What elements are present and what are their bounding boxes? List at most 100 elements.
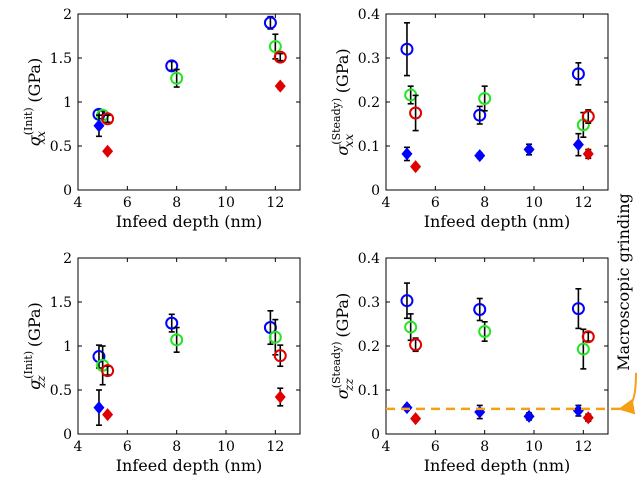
y-axis-label: σ(Steady)xx (GPa)	[330, 48, 356, 155]
plot-frame	[77, 13, 301, 191]
data-point-circle	[101, 364, 115, 378]
series-red-diamond	[410, 411, 594, 426]
y-label-superscript: (Init)	[22, 107, 35, 135]
data-point-circle	[170, 333, 184, 347]
data-point-circle	[478, 91, 492, 105]
chart-panel-4: 4 6 8 10 12 0 0.1 0.2 0.3 0.4 Infeed depth (nm) σ(S…	[330, 251, 628, 475]
data-point-diamond	[102, 408, 114, 422]
data-point-diamond	[582, 147, 594, 161]
data-point-diamond	[582, 411, 594, 425]
chart-panel-1: 4 6 8 10 12 0 0.5 1 1.5 2 Infeed depth (nm) σ(Init)…	[22, 7, 301, 231]
x-tick-label: 4	[382, 439, 391, 455]
y-label-unit: (GPa)	[333, 48, 352, 98]
x-tick-label: 10	[217, 439, 235, 455]
y-label-symbol: σ	[25, 134, 44, 146]
x-tick-label: 12	[574, 195, 592, 211]
y-label-unit: (GPa)	[333, 293, 352, 343]
y-label-symbol: σ	[25, 378, 44, 390]
plot-frame	[385, 257, 609, 435]
series-red-circle	[101, 50, 287, 126]
y-tick-label: 0.3	[358, 51, 380, 67]
x-tick-label: 10	[525, 195, 543, 211]
x-tick-label: 6	[431, 439, 440, 455]
y-tick-label: 2	[63, 7, 72, 23]
series-green-circle	[404, 313, 590, 370]
data-point-circle	[273, 349, 287, 363]
series-red-circle	[409, 94, 595, 132]
y-axis-label: σ(Init)zz (GPa)	[22, 302, 48, 389]
data-point-circle	[473, 108, 487, 122]
data-point-diamond	[410, 412, 422, 426]
data-point-circle	[478, 324, 492, 338]
x-tick-label: 12	[266, 439, 284, 455]
x-tick-label: 12	[266, 195, 284, 211]
y-tick-label: 0	[63, 427, 72, 443]
data-point-circle	[571, 67, 585, 81]
x-axis-label: Infeed depth (nm)	[424, 212, 571, 231]
y-label-subscript: zz	[342, 378, 356, 392]
y-label-symbol: σ	[333, 387, 352, 399]
series-blue-circle	[400, 282, 585, 330]
y-label-subscript: zz	[34, 375, 48, 389]
y-label-superscript: (Init)	[22, 351, 35, 379]
x-axis-label: Infeed depth (nm)	[116, 456, 263, 475]
series-blue-diamond	[93, 389, 105, 427]
data-point-circle	[101, 112, 115, 126]
y-label-subscript: xx	[342, 134, 356, 148]
data-point-diamond	[93, 401, 105, 415]
series-red-diamond	[102, 79, 286, 158]
y-tick-label: 0.2	[358, 339, 380, 355]
x-tick-label: 6	[123, 439, 132, 455]
data-point-circle	[273, 50, 287, 64]
data-point-circle	[473, 302, 487, 316]
y-axis-label: σ(Init)xx (GPa)	[22, 58, 48, 146]
data-point-circle	[263, 16, 277, 30]
plot-frame	[77, 257, 301, 435]
y-axis-label: σ(Steady)zz (GPa)	[330, 293, 356, 399]
data-point-diamond	[572, 404, 584, 418]
x-tick-label: 6	[123, 195, 132, 211]
y-tick-label: 0.5	[50, 139, 72, 155]
data-point-diamond	[274, 390, 286, 404]
data-point-diamond	[93, 119, 105, 133]
series-red-diamond	[102, 387, 286, 422]
data-point-diamond	[274, 79, 286, 93]
data-point-circle	[409, 338, 423, 352]
chart-panel-2: 4 6 8 10 12 0 0.1 0.2 0.3 0.4 Infeed depth (nm) σ(S…	[330, 7, 609, 231]
data-point-circle	[170, 71, 184, 85]
y-tick-label: 0.1	[358, 383, 380, 399]
data-point-circle	[165, 59, 179, 73]
x-tick-label: 10	[217, 195, 235, 211]
series-red-circle	[101, 344, 287, 378]
y-tick-label: 0.2	[358, 95, 380, 111]
data-point-diamond	[523, 143, 535, 157]
y-tick-label: 1	[63, 339, 72, 355]
series-blue-circle	[400, 21, 585, 125]
data-point-diamond	[572, 138, 584, 152]
data-point-circle	[581, 110, 595, 124]
x-tick-label: 6	[431, 195, 440, 211]
data-point-circle	[400, 294, 414, 308]
x-axis-label: Infeed depth (nm)	[424, 456, 571, 475]
x-tick-label: 4	[74, 195, 83, 211]
series-red-diamond	[410, 147, 594, 174]
x-tick-label: 8	[172, 439, 181, 455]
y-label-subscript: xx	[34, 131, 48, 145]
y-tick-label: 0.5	[50, 383, 72, 399]
data-point-diamond	[474, 149, 486, 163]
series-blue-diamond	[401, 401, 584, 423]
x-tick-label: 8	[172, 195, 181, 211]
data-point-circle	[576, 342, 590, 356]
y-tick-label: 0.4	[358, 251, 380, 267]
y-label-superscript: (Steady)	[330, 341, 343, 388]
series-green-circle	[404, 85, 590, 138]
x-axis-label: Infeed depth (nm)	[116, 212, 263, 231]
y-tick-label: 1.5	[50, 295, 72, 311]
x-tick-label: 8	[480, 439, 489, 455]
y-label-unit: (GPa)	[25, 302, 44, 352]
data-point-circle	[581, 330, 595, 344]
y-tick-label: 0.1	[358, 139, 380, 155]
plot-frame	[385, 13, 609, 191]
series-green-circle	[96, 318, 282, 386]
